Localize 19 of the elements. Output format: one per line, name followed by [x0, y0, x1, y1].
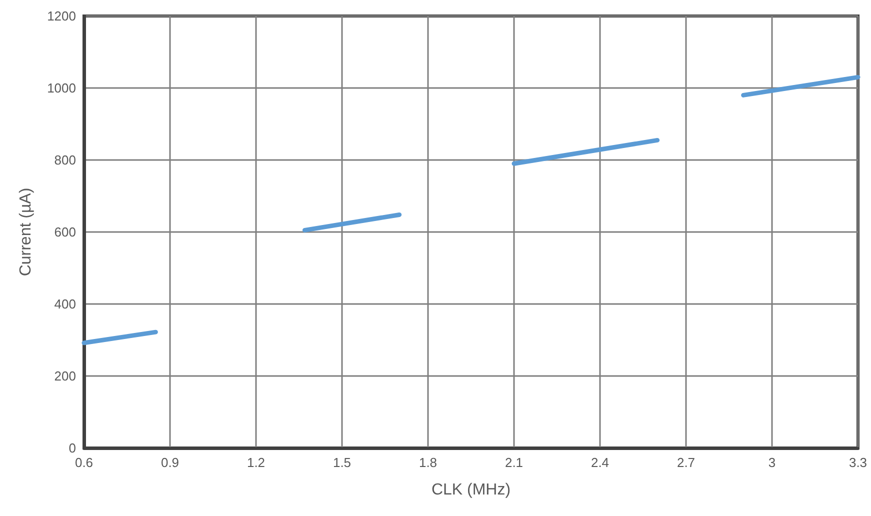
x-tick-label: 2.1: [504, 455, 524, 470]
x-tick-label: 1.2: [246, 455, 266, 470]
y-tick-label: 0: [68, 440, 76, 456]
y-tick-label: 1200: [47, 8, 76, 24]
y-axis-title: Current (µA): [18, 188, 34, 276]
x-tick-label: 2.7: [676, 455, 696, 470]
x-tick-label: 3.3: [848, 455, 868, 470]
x-tick-label: 1.8: [418, 455, 438, 470]
y-tick-label: 1000: [47, 80, 76, 96]
y-tick-label: 800: [54, 152, 76, 168]
x-axis-title: CLK (MHz): [431, 482, 511, 498]
x-tick-label: 1.5: [332, 455, 352, 470]
y-tick-label: 200: [54, 368, 76, 384]
y-tick-label: 600: [54, 224, 76, 240]
x-tick-label: 0.9: [160, 455, 180, 470]
x-tick-label: 3: [768, 455, 776, 470]
x-tick-label: 2.4: [590, 455, 610, 470]
x-tick-label: 0.6: [74, 455, 94, 470]
y-tick-label: 400: [54, 296, 76, 312]
